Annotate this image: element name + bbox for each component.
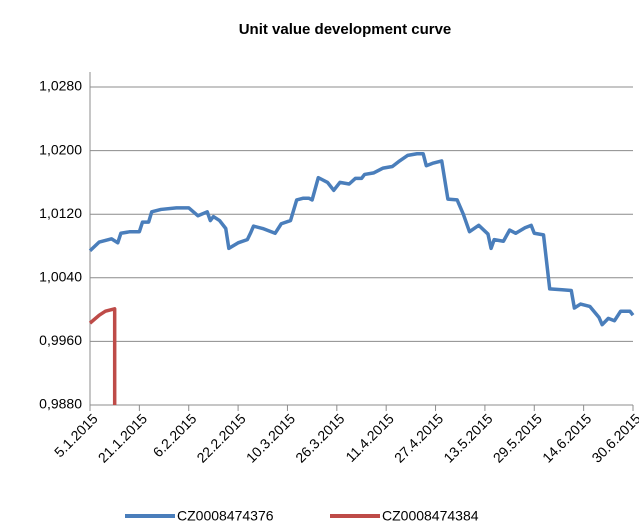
- y-tick-label: 1,0120: [39, 205, 82, 221]
- x-tick-label: 10.3.2015: [243, 410, 299, 466]
- x-tick-label: 21.1.2015: [95, 410, 151, 466]
- x-tick-label: 29.5.2015: [490, 410, 546, 466]
- y-tick-label: 0,9960: [39, 332, 82, 348]
- x-tick-label: 26.3.2015: [292, 410, 348, 466]
- x-tick-label: 22.2.2015: [193, 410, 249, 466]
- x-tick-label: 27.4.2015: [391, 410, 447, 466]
- x-tick-label: 14.6.2015: [539, 410, 595, 466]
- y-tick-label: 1,0200: [39, 141, 82, 157]
- legend-label: CZ0008474384: [382, 508, 479, 524]
- x-tick-label: 6.2.2015: [150, 410, 200, 460]
- x-tick-label: 13.5.2015: [440, 410, 496, 466]
- x-tick-label: 30.6.2015: [588, 410, 639, 466]
- legend-label: CZ0008474376: [177, 508, 274, 524]
- series-line: [88, 152, 635, 327]
- chart-title: Unit value development curve: [239, 21, 452, 38]
- x-tick-label: 11.4.2015: [342, 410, 397, 465]
- y-tick-label: 1,0280: [39, 78, 82, 94]
- series-line: [88, 307, 117, 405]
- y-tick-label: 1,0040: [39, 269, 82, 285]
- y-tick-label: 0,9880: [39, 396, 82, 412]
- x-tick-label: 5.1.2015: [51, 410, 101, 460]
